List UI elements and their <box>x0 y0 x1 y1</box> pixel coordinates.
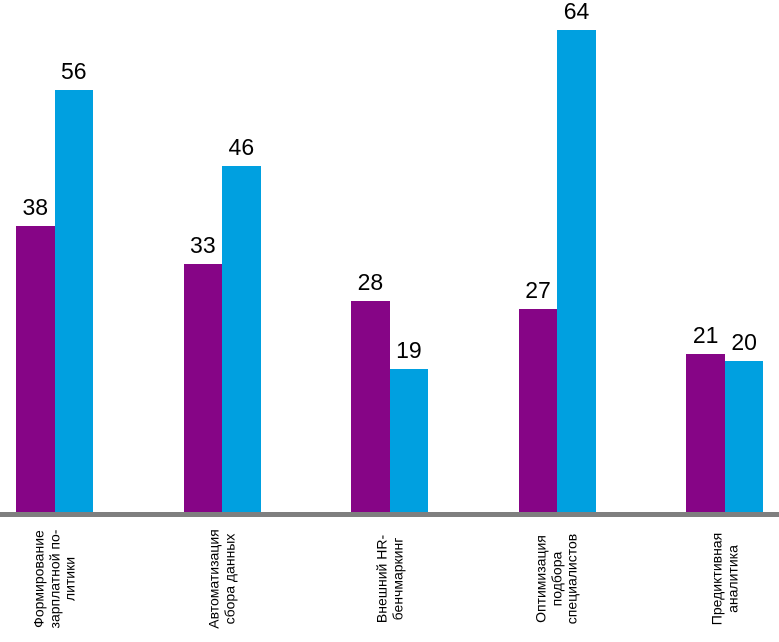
bar-series-cyan-3 <box>389 369 429 512</box>
x-axis-line <box>0 512 779 517</box>
value-label-series-cyan-1: 56 <box>60 58 87 84</box>
plot-area: 38 56 33 46 28 19 27 64 21 20 <box>16 0 764 512</box>
value-label-series-purple-2: 33 <box>190 232 216 258</box>
bar-series-purple-1 <box>16 226 55 512</box>
value-label-series-purple-1: 38 <box>22 194 49 220</box>
value-label-series-cyan-5: 20 <box>731 329 757 355</box>
bar-series-cyan-1 <box>54 90 93 512</box>
category-label-5: Предиктивная аналитика <box>708 532 740 626</box>
value-label-series-cyan-2: 46 <box>228 134 255 160</box>
value-label-series-purple-3: 28 <box>357 269 384 295</box>
bar-series-purple-4 <box>518 309 558 512</box>
value-label-series-cyan-4: 64 <box>563 0 590 24</box>
category-label-4: Оптимизация подбора специалистов <box>532 533 581 625</box>
category-label-3: Внешний HR-бенчмаркинг <box>373 534 405 624</box>
value-label-series-purple-5: 21 <box>692 322 719 348</box>
bar-series-purple-3 <box>351 301 390 512</box>
value-label-series-purple-4: 27 <box>525 277 551 303</box>
bar-series-cyan-5 <box>724 361 764 512</box>
value-label-series-cyan-3: 19 <box>396 337 422 363</box>
category-axis-labels: Формирование зарплатной по-литики Автомати… <box>0 517 779 642</box>
bar-series-cyan-4 <box>557 30 596 512</box>
category-label-1: Формирование зарплатной по-литики <box>29 529 78 629</box>
bar-series-cyan-2 <box>222 166 261 512</box>
category-label-2: Автоматизация сбора данных <box>205 529 238 629</box>
bar-series-purple-5 <box>686 354 725 512</box>
bar-series-purple-2 <box>183 264 223 512</box>
